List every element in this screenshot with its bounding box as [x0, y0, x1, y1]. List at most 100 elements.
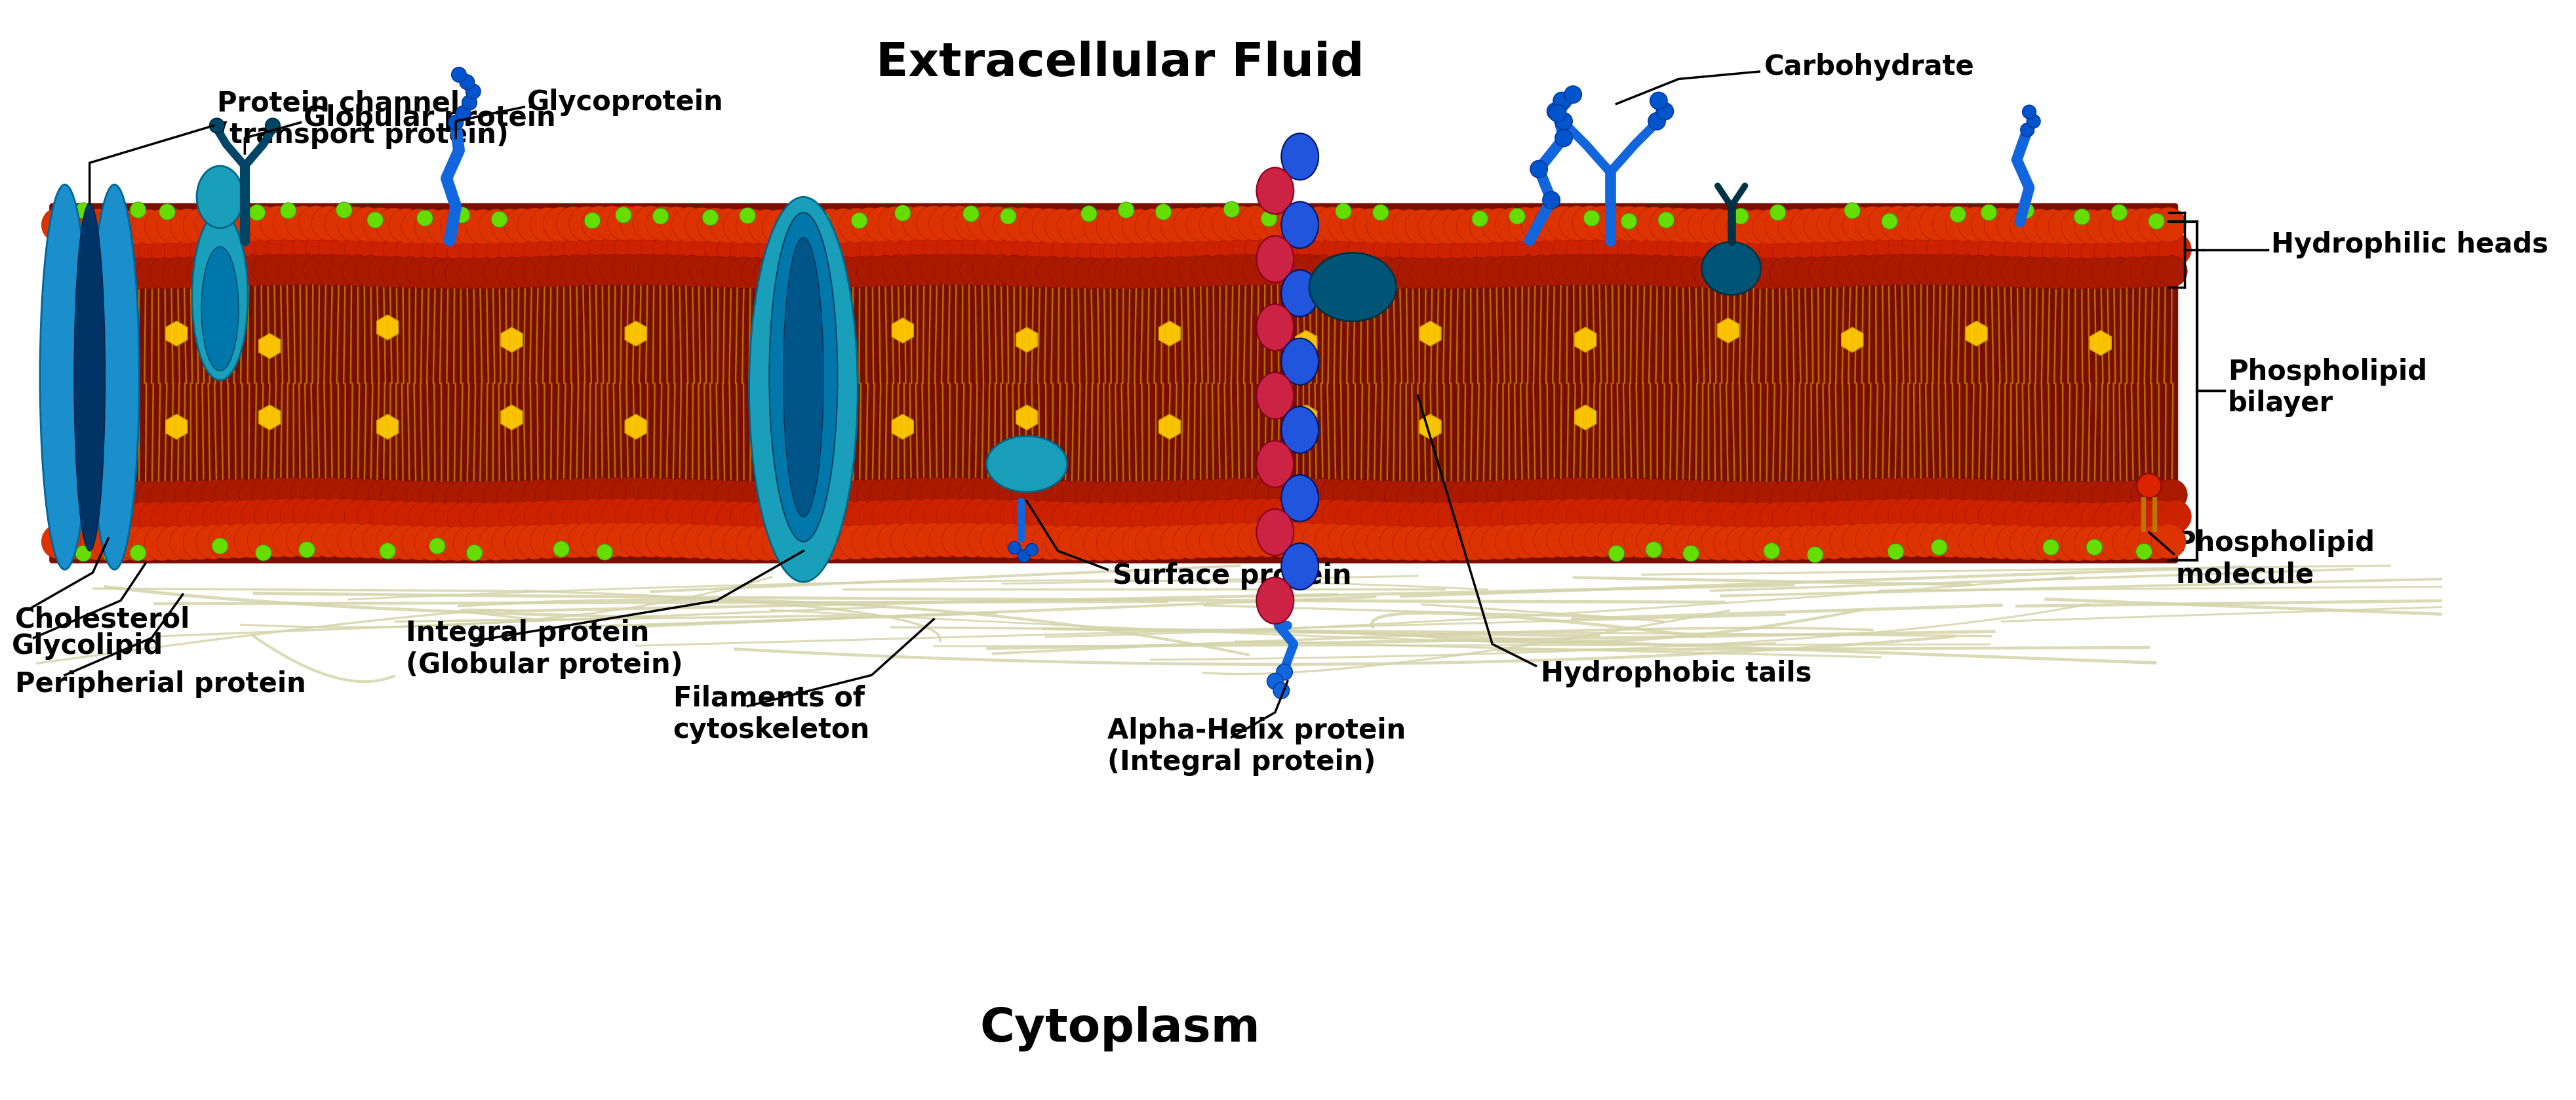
Circle shape	[440, 209, 474, 244]
Circle shape	[1020, 525, 1054, 559]
Circle shape	[994, 207, 1028, 242]
Circle shape	[999, 208, 1015, 224]
Circle shape	[845, 256, 876, 287]
Circle shape	[247, 206, 281, 241]
Circle shape	[1079, 206, 1097, 222]
Circle shape	[1556, 112, 1571, 130]
Circle shape	[252, 478, 283, 509]
Circle shape	[1692, 481, 1723, 512]
Circle shape	[1821, 256, 1852, 287]
Circle shape	[556, 207, 590, 241]
Circle shape	[716, 501, 750, 535]
Circle shape	[1033, 208, 1066, 243]
Circle shape	[1314, 524, 1350, 559]
Circle shape	[281, 231, 314, 264]
Circle shape	[2112, 209, 2146, 243]
Circle shape	[781, 481, 811, 513]
Circle shape	[1090, 235, 1123, 268]
Circle shape	[2040, 481, 2071, 513]
Circle shape	[2133, 234, 2164, 267]
Circle shape	[590, 232, 621, 265]
Circle shape	[1115, 235, 1149, 268]
Circle shape	[891, 206, 925, 241]
Circle shape	[1669, 501, 1703, 534]
Circle shape	[1631, 232, 1664, 265]
Circle shape	[1430, 209, 1466, 244]
Circle shape	[80, 209, 116, 243]
Circle shape	[1358, 480, 1388, 512]
Circle shape	[1718, 481, 1749, 513]
Circle shape	[1744, 482, 1775, 513]
Circle shape	[1528, 232, 1561, 265]
Circle shape	[312, 522, 345, 558]
Circle shape	[2143, 256, 2174, 287]
Circle shape	[54, 525, 90, 560]
Circle shape	[350, 207, 384, 242]
Circle shape	[422, 234, 453, 267]
Circle shape	[866, 524, 899, 559]
Circle shape	[330, 478, 361, 509]
Polygon shape	[626, 321, 647, 346]
Polygon shape	[626, 415, 647, 439]
Circle shape	[1844, 202, 1860, 219]
Circle shape	[690, 233, 724, 266]
Circle shape	[178, 234, 211, 267]
Circle shape	[871, 233, 904, 266]
Circle shape	[1059, 209, 1092, 244]
Circle shape	[907, 254, 940, 286]
Circle shape	[1435, 257, 1466, 289]
Circle shape	[884, 232, 917, 265]
Circle shape	[1950, 478, 1981, 509]
Circle shape	[1520, 207, 1556, 242]
Circle shape	[587, 477, 618, 509]
Circle shape	[2017, 202, 2032, 219]
Circle shape	[1391, 209, 1427, 244]
Circle shape	[93, 209, 129, 244]
Circle shape	[1808, 480, 1839, 512]
Circle shape	[343, 255, 374, 286]
Circle shape	[294, 231, 327, 264]
Circle shape	[1473, 481, 1504, 512]
Circle shape	[1656, 501, 1690, 534]
Circle shape	[698, 208, 732, 243]
Circle shape	[422, 502, 453, 535]
Circle shape	[569, 206, 603, 241]
Circle shape	[600, 477, 631, 509]
Circle shape	[677, 499, 711, 532]
Circle shape	[1540, 232, 1574, 265]
Circle shape	[1113, 481, 1146, 513]
Circle shape	[1911, 254, 1942, 285]
Circle shape	[665, 232, 698, 265]
Circle shape	[343, 478, 374, 509]
Circle shape	[600, 254, 631, 285]
Circle shape	[1806, 547, 1824, 563]
Circle shape	[255, 232, 289, 265]
Circle shape	[1077, 502, 1110, 535]
Circle shape	[1984, 525, 2017, 559]
Circle shape	[191, 234, 224, 267]
Circle shape	[1443, 526, 1479, 561]
Circle shape	[868, 255, 902, 287]
Circle shape	[1139, 257, 1170, 288]
Circle shape	[775, 209, 809, 244]
Circle shape	[1074, 257, 1108, 289]
Circle shape	[312, 206, 345, 241]
Circle shape	[1752, 209, 1788, 244]
Circle shape	[1605, 231, 1638, 265]
Circle shape	[1811, 234, 1844, 267]
Circle shape	[325, 522, 358, 558]
Circle shape	[737, 526, 770, 561]
Circle shape	[577, 232, 608, 265]
Circle shape	[1837, 499, 1870, 532]
Circle shape	[2110, 205, 2128, 221]
Circle shape	[814, 209, 848, 243]
Circle shape	[1036, 256, 1069, 288]
Circle shape	[75, 502, 108, 535]
Circle shape	[871, 499, 904, 532]
Circle shape	[1224, 201, 1239, 218]
Text: Extracellular Fluid: Extracellular Fluid	[876, 41, 1363, 86]
Circle shape	[1932, 206, 1968, 241]
Circle shape	[1203, 478, 1234, 509]
Circle shape	[1365, 209, 1401, 243]
Circle shape	[1564, 477, 1595, 509]
